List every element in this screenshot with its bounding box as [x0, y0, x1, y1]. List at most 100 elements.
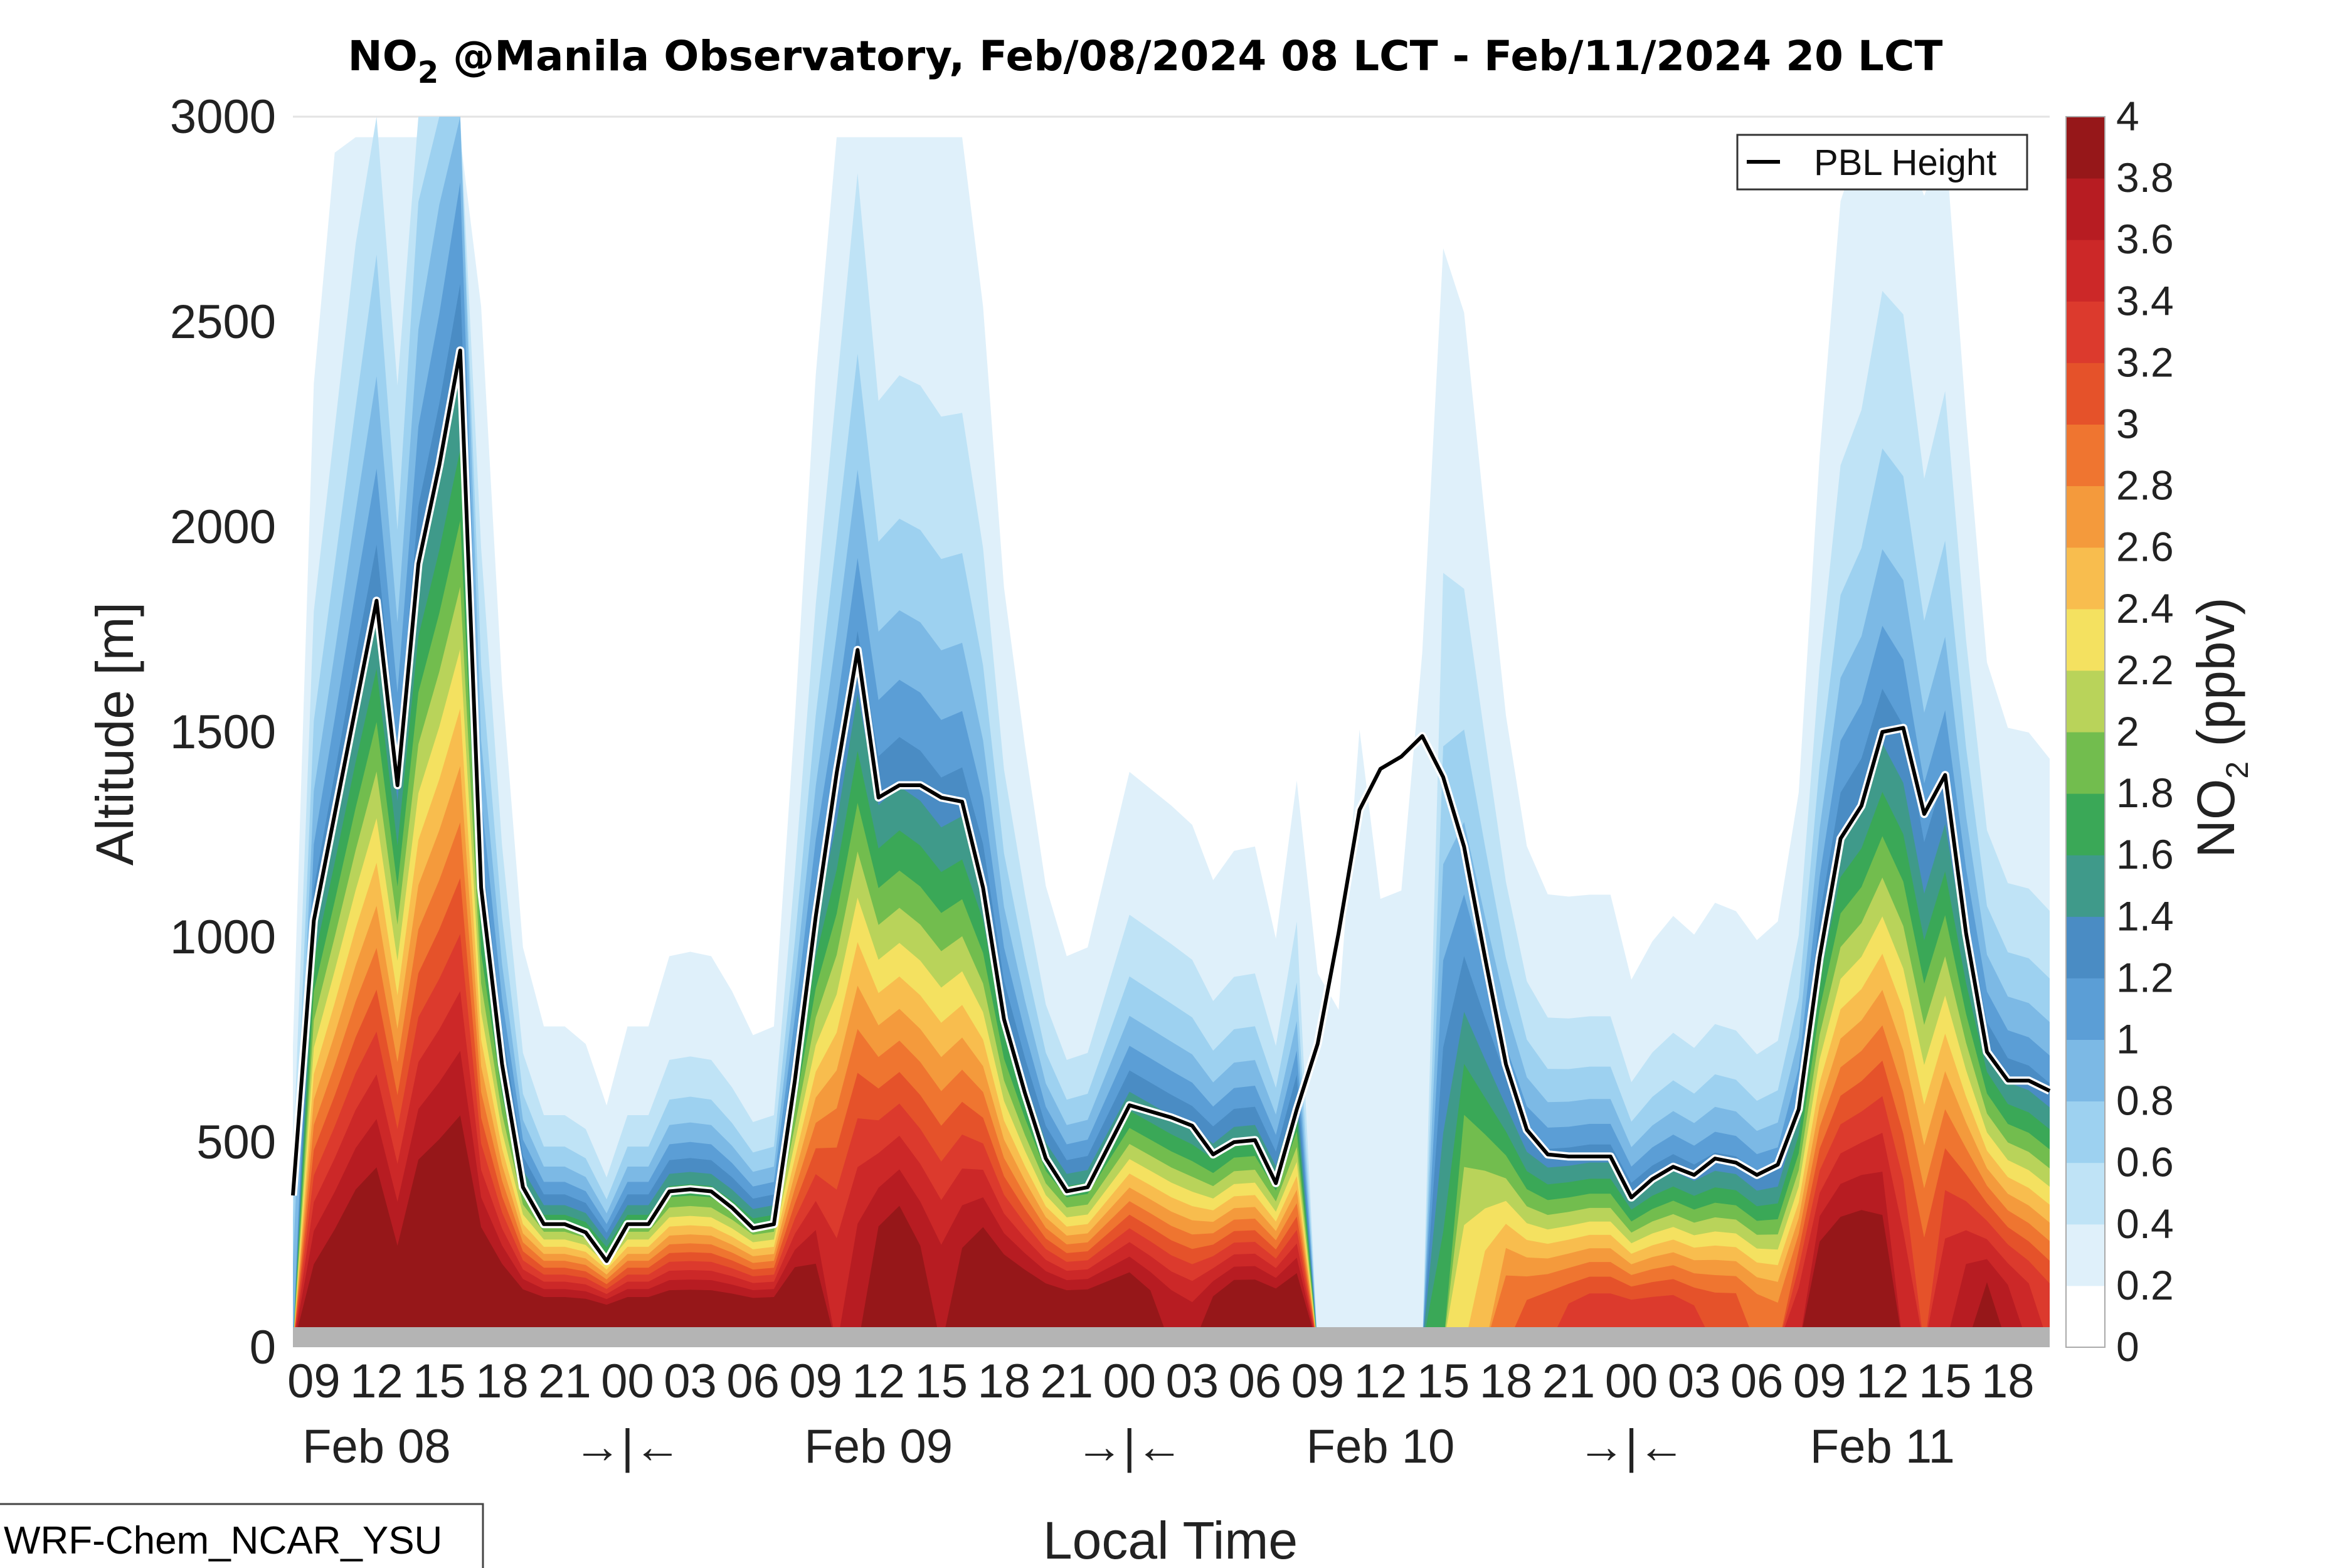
x-tick-label: 03 [1668, 1355, 1721, 1408]
colorbar-tick-label: 2.4 [2116, 585, 2174, 632]
colorbar-frame [2065, 116, 2106, 1348]
colorbar-tick-label: 3 [2116, 401, 2139, 447]
colorbar-tick-label: 0.6 [2116, 1139, 2174, 1185]
x-tick-label: 03 [664, 1355, 717, 1408]
colorbar-band [2066, 978, 2105, 1040]
colorbar-tick-label: 1.6 [2116, 831, 2174, 877]
colorbar-tick-label: 2.2 [2116, 647, 2174, 693]
x-tick-label: 06 [726, 1355, 780, 1408]
x-tick-label: 15 [914, 1355, 968, 1408]
x-tick-label: 21 [1542, 1355, 1596, 1408]
y-tick-label: 1000 [170, 911, 276, 964]
colorbar-tick-label: 3.4 [2116, 277, 2174, 324]
colorbar-tick-label: 0.8 [2116, 1078, 2174, 1124]
x-tick-label: 21 [1041, 1355, 1094, 1408]
pbl-height-line [291, 348, 2051, 1263]
x-tick-label: 12 [852, 1355, 905, 1408]
pbl-height-series [289, 346, 2052, 1266]
colorbar-tick-label: 1.4 [2116, 893, 2174, 939]
x-tick-label: 15 [1919, 1355, 1972, 1408]
y-tick-label: 500 [196, 1116, 276, 1169]
model-source-label: WRF-Chem_NCAR_YSU [4, 1519, 442, 1562]
colorbar-band [2066, 1039, 2105, 1102]
colorbar-label: NO2 (ppbv) [2186, 597, 2255, 857]
colorbar-band [2066, 240, 2105, 302]
day-separator-label: →|← [574, 1420, 682, 1473]
y-tick-label: 3000 [170, 90, 276, 144]
legend: PBL Height [1736, 134, 2028, 191]
colorbar-tick-label: 1.2 [2116, 954, 2174, 1000]
colorbar: 0 0.2 0.4 0.6 0.8 1 1.2 1.4 1.6 1.8 2 2.2 2.4 2.6 2.8 3… [2065, 93, 2174, 1370]
colorbar-band [2066, 301, 2105, 363]
colorbar-band [2066, 1285, 2105, 1348]
no2-contour-band [296, 1115, 2004, 1335]
x-tick-label: 09 [287, 1355, 341, 1408]
colorbar-tick-label: 3.8 [2116, 154, 2174, 201]
colorbar-tick-label: 0.2 [2116, 1262, 2174, 1308]
x-tick-label: 00 [601, 1355, 654, 1408]
x-tick-label: 09 [1793, 1355, 1846, 1408]
colorbar-tick-label: 2 [2116, 708, 2139, 755]
legend-entry-pbl-height: PBL Height [1814, 142, 1996, 183]
y-tick-label: 0 [250, 1321, 276, 1374]
colorbar-band [2066, 732, 2105, 794]
x-tick-label: 18 [1981, 1355, 2035, 1408]
x-tick-label: 06 [1229, 1355, 1282, 1408]
surface-strip [293, 1327, 2050, 1347]
colorbar-band [2066, 855, 2105, 917]
x-tick-label: 12 [350, 1355, 403, 1408]
colorbar-band [2066, 178, 2105, 240]
x-tick-label: 18 [475, 1355, 529, 1408]
colorbar-band [2066, 670, 2105, 733]
model-source-box: WRF-Chem_NCAR_YSU [0, 1503, 484, 1568]
day-separator-label: →|← [1577, 1420, 1685, 1473]
colorbar-tick-label: 1 [2116, 1016, 2139, 1062]
x-tick-label: 18 [977, 1355, 1030, 1408]
x-tick-label: 06 [1730, 1355, 1784, 1408]
x-tick-label: 12 [1354, 1355, 1407, 1408]
x-tick-label: 00 [1103, 1355, 1157, 1408]
colorbar-band [2066, 1101, 2105, 1163]
colorbar-band [2066, 547, 2105, 610]
colorbar-band [2066, 916, 2105, 978]
colorbar-tick-label: 1.8 [2116, 770, 2174, 816]
date-label: Feb 08 [302, 1420, 451, 1473]
y-axis-ticks: 0 500 1000 1500 2000 2500 3000 [170, 90, 276, 1374]
y-tick-label: 1500 [170, 706, 276, 759]
x-tick-label: 12 [1856, 1355, 1909, 1408]
colorbar-band [2066, 1162, 2105, 1225]
colorbar-tick-label: 0.4 [2116, 1200, 2174, 1247]
date-label: Feb 11 [1810, 1420, 1955, 1473]
colorbar-tick-label: 3.6 [2116, 216, 2174, 262]
colorbar-band [2066, 117, 2105, 179]
date-label: Feb 10 [1306, 1420, 1455, 1473]
colorbar-band [2066, 485, 2105, 548]
colorbar-tick-label: 4 [2116, 93, 2139, 139]
colorbar-tick-label: 2.6 [2116, 524, 2174, 570]
x-axis-hour-ticks: 09 12 15 18 21 00 03 06 09 12 15 18 21 00 03 06 09 12 15 18… [287, 1355, 2035, 1408]
x-tick-label: 00 [1605, 1355, 1658, 1408]
x-tick-label: 03 [1166, 1355, 1219, 1408]
x-tick-label: 15 [1417, 1355, 1470, 1408]
x-axis-date-labels: Feb 08 →|← Feb 09 →|← Feb 10 →|← Feb 11 [302, 1420, 1955, 1473]
x-tick-label: 15 [413, 1355, 466, 1408]
colorbar-band [2066, 363, 2105, 425]
x-axis-label: Local Time [1043, 1511, 1298, 1568]
x-tick-label: 09 [789, 1355, 842, 1408]
colorbar-tick-label: 0 [2116, 1323, 2139, 1370]
x-tick-label: 09 [1291, 1355, 1345, 1408]
x-tick-label: 18 [1480, 1355, 1533, 1408]
no2-contour-band [293, 117, 2050, 1335]
day-separator-label: →|← [1076, 1420, 1184, 1473]
date-label: Feb 09 [804, 1420, 953, 1473]
chart-title: NO2 @Manila Observatory, Feb/08/2024 08 … [348, 32, 1943, 90]
colorbar-tick-label: 3.2 [2116, 339, 2174, 385]
colorbar-band [2066, 793, 2105, 856]
y-tick-label: 2500 [170, 295, 276, 349]
colorbar-band [2066, 608, 2105, 671]
y-tick-label: 2000 [170, 501, 276, 554]
y-axis-label: Altitude [m] [85, 602, 144, 866]
colorbar-band [2066, 1224, 2105, 1286]
colorbar-tick-label: 2.8 [2116, 462, 2174, 509]
